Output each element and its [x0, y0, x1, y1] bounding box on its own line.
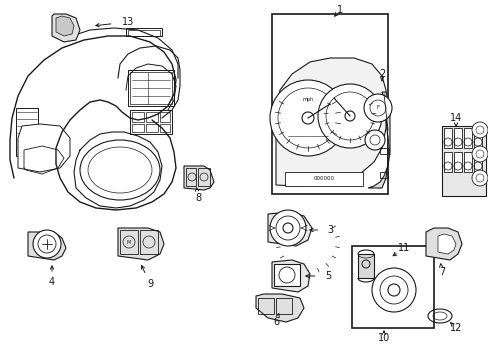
Bar — [463, 152, 471, 172]
Bar — [275, 298, 291, 314]
Text: 10: 10 — [377, 333, 389, 343]
Circle shape — [471, 170, 487, 186]
Circle shape — [371, 268, 415, 312]
Circle shape — [33, 230, 61, 258]
Bar — [443, 152, 451, 172]
Text: 8: 8 — [195, 193, 201, 203]
Bar — [146, 112, 158, 122]
Polygon shape — [357, 254, 373, 278]
Polygon shape — [267, 212, 311, 246]
Polygon shape — [425, 228, 461, 260]
Bar — [16, 108, 38, 156]
Text: 5: 5 — [324, 271, 330, 281]
Polygon shape — [52, 14, 80, 42]
Polygon shape — [437, 234, 455, 254]
Bar — [140, 230, 158, 254]
Bar — [473, 128, 481, 148]
Bar — [198, 168, 209, 186]
Text: mph: mph — [302, 98, 313, 103]
Text: 2: 2 — [378, 69, 385, 79]
Circle shape — [317, 84, 381, 148]
Bar — [160, 124, 170, 132]
Bar — [463, 128, 471, 148]
Polygon shape — [183, 166, 214, 190]
Polygon shape — [367, 92, 389, 188]
Bar — [441, 126, 485, 196]
Bar — [453, 152, 461, 172]
Bar — [273, 264, 299, 286]
Text: 3: 3 — [326, 225, 332, 235]
Polygon shape — [56, 16, 74, 36]
Text: 9: 9 — [146, 279, 153, 289]
Bar — [379, 148, 387, 154]
Text: 13: 13 — [122, 17, 134, 27]
Bar — [357, 254, 373, 278]
Polygon shape — [28, 232, 66, 260]
Bar — [473, 152, 481, 172]
Polygon shape — [271, 260, 309, 292]
Bar — [120, 230, 138, 254]
Polygon shape — [275, 58, 385, 186]
Bar — [453, 128, 461, 148]
Bar — [351, 246, 433, 328]
Bar — [379, 172, 387, 178]
Bar — [443, 128, 451, 148]
Bar — [128, 30, 160, 36]
Bar — [185, 168, 196, 186]
Circle shape — [269, 210, 305, 246]
Bar — [258, 298, 273, 314]
Text: 14: 14 — [449, 113, 461, 123]
Polygon shape — [118, 228, 163, 260]
Circle shape — [471, 122, 487, 138]
Circle shape — [471, 146, 487, 162]
Bar — [271, 14, 387, 194]
Polygon shape — [256, 294, 304, 322]
Text: 6: 6 — [272, 317, 279, 327]
Text: 4: 4 — [49, 277, 55, 287]
Bar — [132, 124, 143, 132]
Bar — [160, 112, 170, 122]
Circle shape — [269, 80, 346, 156]
Bar — [130, 110, 172, 134]
Text: 1: 1 — [336, 5, 343, 15]
Text: M: M — [126, 239, 131, 244]
Bar — [126, 28, 162, 36]
Text: 11: 11 — [397, 243, 409, 253]
Text: 12: 12 — [449, 323, 461, 333]
Text: 7: 7 — [438, 267, 444, 277]
Text: F: F — [376, 105, 379, 111]
Bar — [285, 172, 362, 186]
Bar — [146, 124, 158, 132]
Circle shape — [364, 130, 384, 150]
Circle shape — [363, 94, 391, 122]
Bar — [132, 112, 143, 122]
Bar — [128, 70, 174, 106]
Text: 000000: 000000 — [313, 176, 334, 181]
Bar — [130, 72, 172, 104]
Polygon shape — [18, 124, 70, 172]
